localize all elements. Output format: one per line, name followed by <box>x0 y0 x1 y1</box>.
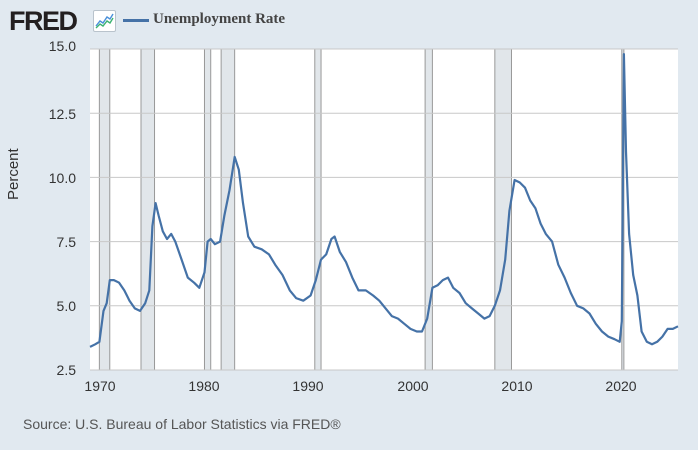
x-tick: 1980 <box>188 378 220 394</box>
x-tick: 2020 <box>605 378 637 394</box>
fred-logo[interactable]: FRED <box>9 6 78 36</box>
unemployment-rate-line[interactable] <box>89 52 679 348</box>
legend-swatch <box>123 19 149 22</box>
x-tick: 2000 <box>397 378 429 394</box>
y-tick: 2.5 <box>56 362 76 378</box>
x-tick: 1990 <box>292 378 324 394</box>
plot-background <box>90 49 678 370</box>
source-note: Source: U.S. Bureau of Labor Statistics … <box>23 416 341 432</box>
y-tick: 12.5 <box>48 106 76 122</box>
x-tick: 2010 <box>501 378 533 394</box>
y-tick: 5.0 <box>56 298 76 314</box>
chart-line-icon[interactable] <box>93 10 116 32</box>
x-tick: 1970 <box>84 378 116 394</box>
y-tick: 7.5 <box>56 234 76 250</box>
y-tick: 10.0 <box>48 170 76 186</box>
y-tick: 15.0 <box>48 38 76 54</box>
legend-label: Unemployment Rate <box>153 11 286 27</box>
